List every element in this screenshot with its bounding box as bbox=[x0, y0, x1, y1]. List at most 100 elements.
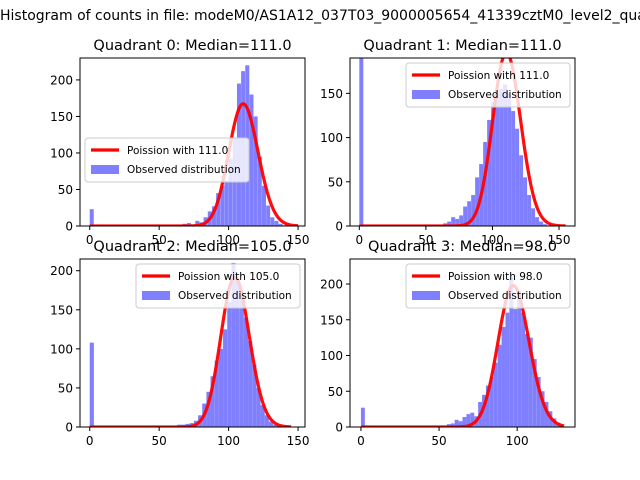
histogram-bar bbox=[235, 278, 240, 427]
legend-label-poisson: Poission with 111.0 bbox=[448, 70, 549, 82]
y-tick-label: 50 bbox=[58, 381, 73, 395]
histogram-bar bbox=[268, 421, 274, 427]
quadrant-1-plot-area bbox=[358, 58, 567, 226]
y-tick-label: 0 bbox=[335, 421, 343, 435]
histogram-bar bbox=[517, 291, 522, 427]
x-tick-label: 100 bbox=[506, 434, 529, 448]
histogram-bar bbox=[511, 111, 516, 226]
x-tick-label: 150 bbox=[548, 233, 571, 247]
histogram-bar bbox=[543, 224, 548, 226]
histogram-bar bbox=[256, 387, 261, 427]
y-tick-label: 50 bbox=[328, 385, 343, 399]
histogram-bar bbox=[470, 412, 475, 427]
x-tick-label: 0 bbox=[355, 233, 363, 247]
legend-patch-swatch bbox=[412, 291, 440, 300]
histogram-bar bbox=[243, 317, 249, 427]
quadrant-0-title: Quadrant 0: Median=111.0 bbox=[93, 38, 291, 54]
histogram-bar bbox=[495, 93, 500, 226]
x-tick-label: 150 bbox=[287, 233, 310, 247]
histogram-bar bbox=[266, 205, 271, 226]
legend-patch-swatch bbox=[412, 90, 440, 99]
histogram-bar bbox=[459, 215, 464, 226]
histogram-bar bbox=[458, 421, 463, 427]
histogram-bar bbox=[540, 391, 545, 427]
y-tick-label: 150 bbox=[320, 87, 343, 101]
histogram-bar bbox=[451, 217, 456, 226]
legend-box bbox=[405, 263, 571, 309]
y-tick-label: 0 bbox=[65, 421, 73, 435]
x-tick-label: 0 bbox=[357, 434, 365, 448]
y-tick-label: 200 bbox=[320, 278, 343, 292]
legend-patch-swatch bbox=[142, 291, 170, 300]
quadrant-3-legend: Poission with 98.0 Observed distribution bbox=[405, 263, 571, 309]
quadrant-2-title: Quadrant 2: Median=105.0 bbox=[93, 239, 291, 255]
histogram-bar bbox=[515, 128, 520, 226]
histogram-bar bbox=[224, 180, 229, 226]
legend-box bbox=[135, 263, 301, 309]
histogram-bar bbox=[360, 407, 365, 427]
histogram-bar bbox=[264, 415, 269, 427]
histogram-bar bbox=[223, 329, 228, 427]
quadrant-2-legend: Poission with 105.0 Observed distribution bbox=[135, 263, 301, 309]
quadrant-3-title: Quadrant 3: Median=98.0 bbox=[368, 239, 557, 255]
poisson-curve bbox=[88, 275, 293, 427]
histogram-bar bbox=[206, 391, 211, 427]
histogram-bar bbox=[507, 93, 512, 226]
quadrant-0-axes: 0 50 100 150 0 50 100 150 200 Quadrant 0: Median=… bbox=[50, 38, 309, 247]
histogram-bar bbox=[261, 185, 266, 226]
histogram-bar bbox=[211, 206, 216, 226]
quadrant-1-title: Quadrant 1: Median=111.0 bbox=[363, 38, 561, 54]
x-tick-label: 100 bbox=[217, 233, 240, 247]
histogram-bar bbox=[239, 290, 244, 427]
y-tick-label: 150 bbox=[50, 110, 73, 124]
histogram-bar bbox=[218, 348, 224, 427]
histogram-bar bbox=[466, 414, 471, 427]
histogram-bar bbox=[447, 221, 452, 226]
x-tick-label: 100 bbox=[481, 233, 504, 247]
quadrant-2-axes: 0 50 100 150 0 50 100 150 200 Quadrant 2: Median=… bbox=[50, 239, 309, 448]
x-tick-label: 50 bbox=[418, 233, 433, 247]
histogram-bar bbox=[359, 58, 364, 226]
histogram-bar bbox=[482, 394, 486, 427]
histogram-bar bbox=[227, 301, 232, 427]
y-tick-label: 0 bbox=[335, 220, 343, 234]
x-tick-label: 0 bbox=[86, 233, 94, 247]
figure-suptitle: Histogram of counts in file: modeM0/AS1A… bbox=[0, 8, 640, 24]
histogram-bar bbox=[231, 262, 236, 427]
poisson-curve bbox=[358, 58, 567, 226]
histogram-bar bbox=[487, 119, 492, 226]
histogram-bar bbox=[527, 195, 532, 226]
histogram-bar bbox=[273, 424, 278, 427]
histogram-bar bbox=[539, 221, 544, 226]
y-tick-label: 100 bbox=[320, 131, 343, 145]
histogram-bar bbox=[489, 376, 494, 427]
histogram-bar bbox=[270, 217, 275, 226]
legend-label-observed: Observed distribution bbox=[127, 164, 241, 176]
histogram-bar bbox=[485, 385, 490, 427]
histogram-bar bbox=[536, 376, 541, 427]
x-tick-label: 150 bbox=[287, 434, 310, 448]
histogram-bar bbox=[535, 217, 540, 226]
histogram-bar bbox=[214, 360, 219, 427]
histogram-bar bbox=[503, 84, 508, 226]
quadrant-3-frame bbox=[349, 258, 576, 428]
histogram-bar bbox=[501, 326, 506, 427]
quadrant-0-legend: Poission with 111.0 Observed distribution bbox=[84, 137, 250, 183]
histogram-bar bbox=[248, 341, 253, 427]
histogram-bar bbox=[220, 185, 225, 226]
y-tick-label: 50 bbox=[328, 175, 343, 189]
histogram-bar bbox=[210, 376, 215, 427]
histogram-bar bbox=[216, 193, 221, 226]
quadrant-0-frame bbox=[79, 57, 306, 227]
histogram-bar bbox=[278, 223, 283, 226]
histogram-bar bbox=[521, 312, 525, 427]
legend-patch-swatch bbox=[91, 165, 119, 174]
histogram-bar bbox=[497, 344, 502, 427]
x-tick-label: 50 bbox=[152, 233, 167, 247]
histogram-bar bbox=[450, 423, 455, 427]
histogram-bar bbox=[525, 334, 529, 427]
quadrant-2-frame bbox=[79, 258, 306, 428]
histogram-bar bbox=[475, 177, 480, 226]
y-tick-label: 200 bbox=[50, 264, 73, 278]
